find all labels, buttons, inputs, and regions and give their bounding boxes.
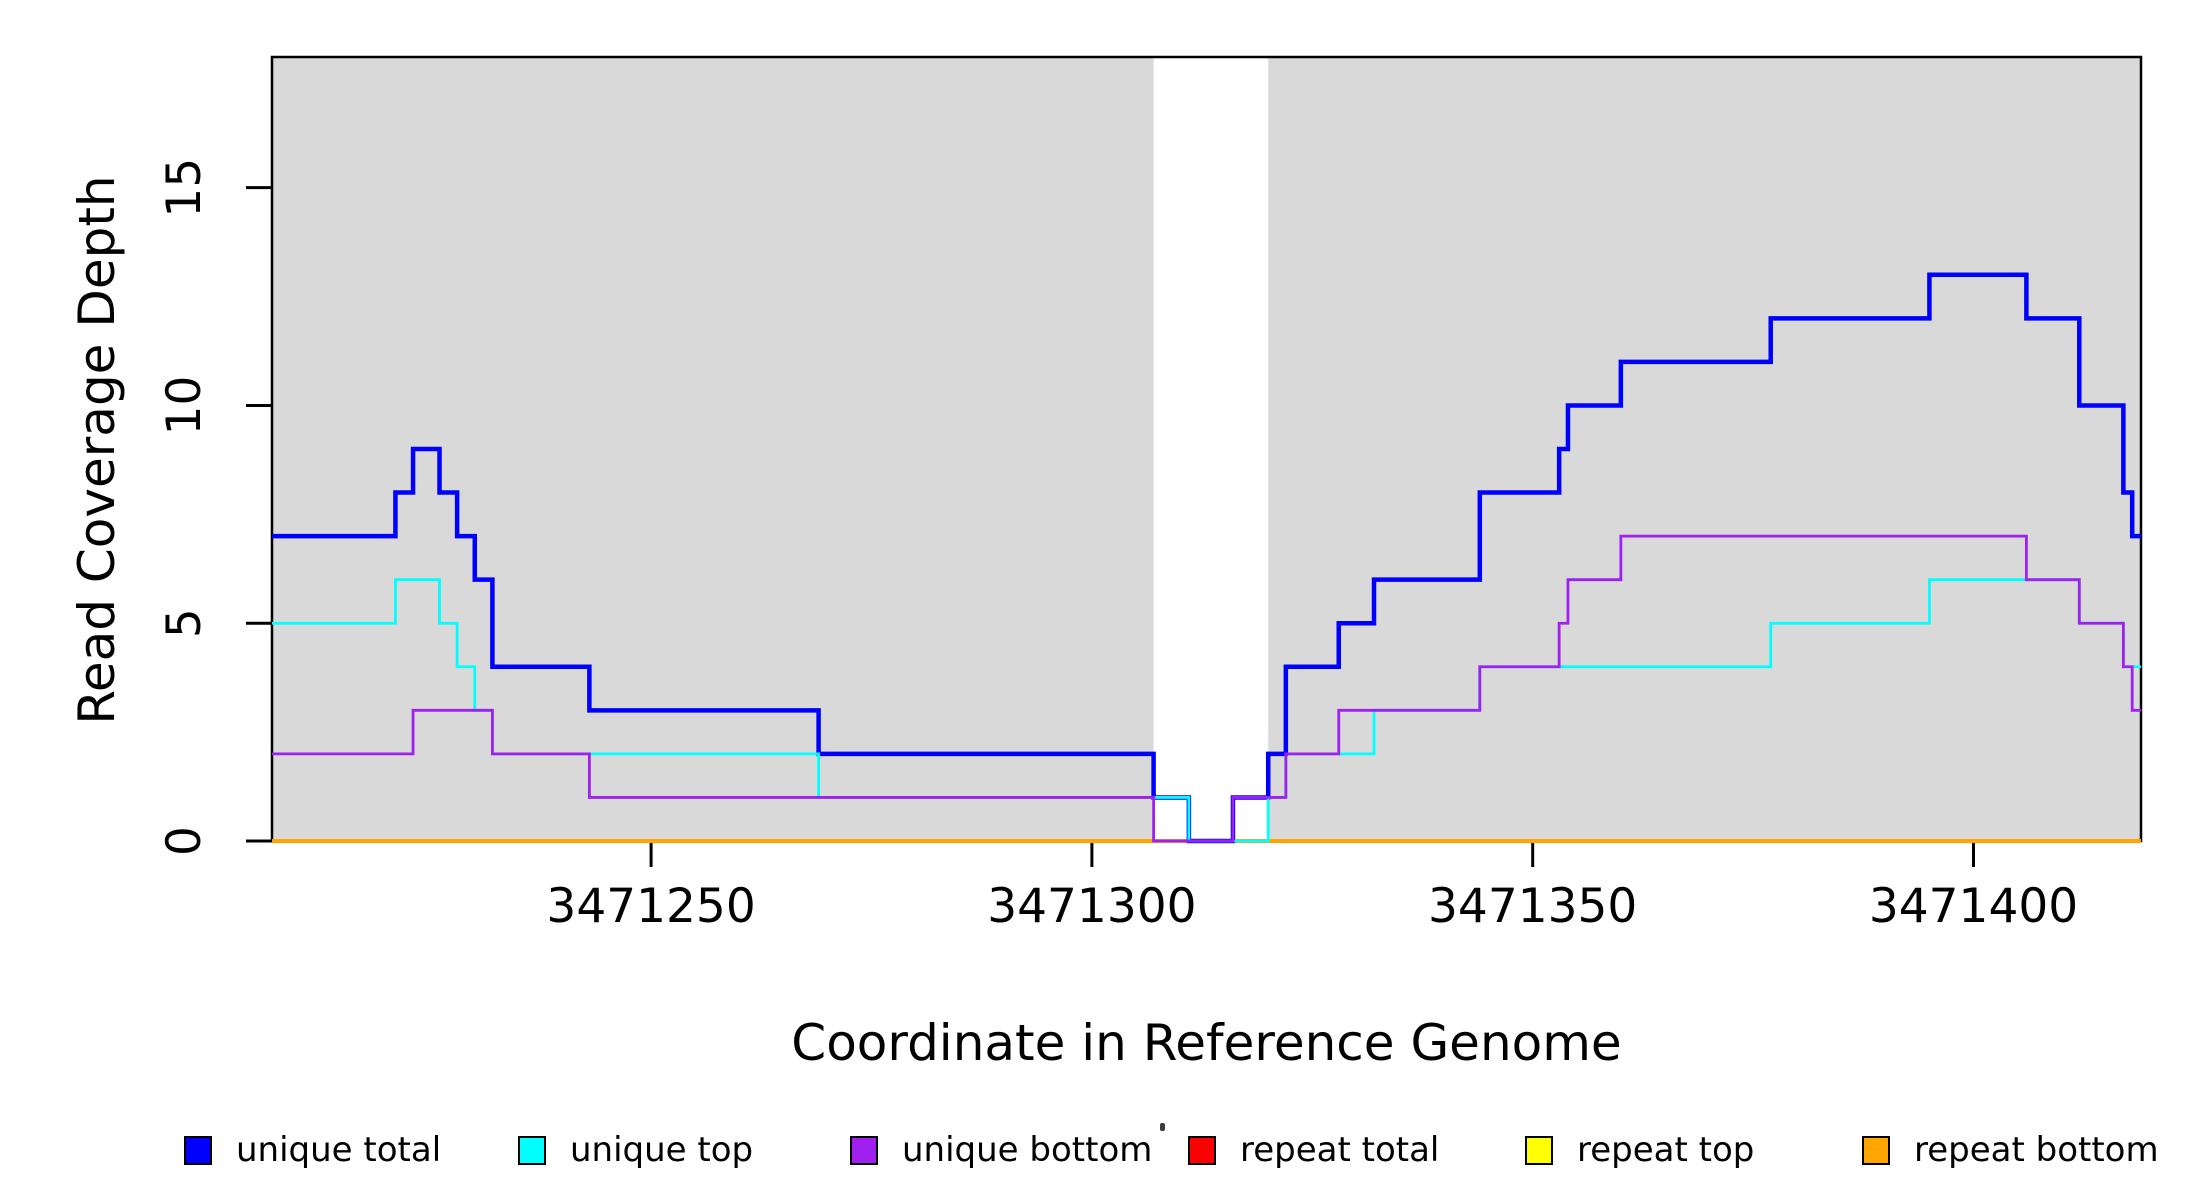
legend-item-repeat-total: repeat total (1188, 1130, 1439, 1170)
legend-label: unique top (570, 1130, 754, 1170)
legend-item-unique-top: unique top (518, 1130, 753, 1170)
stray-mark (1160, 1123, 1165, 1131)
y-axis-title: Read Coverage Depth (68, 175, 126, 725)
legend-item-repeat-top: repeat top (1525, 1130, 1754, 1170)
legend-item-unique-total: unique total (184, 1130, 441, 1170)
series-unique-top (272, 578, 2141, 843)
legend-label: repeat top (1577, 1130, 1755, 1170)
legend-swatch-unique-total (184, 1135, 212, 1165)
legend-swatch-unique-top (518, 1135, 546, 1165)
y-tick-label: 10 (157, 376, 212, 436)
legend-label: repeat total (1240, 1130, 1440, 1170)
shaded-region (272, 57, 1154, 841)
y-tick-label: 15 (157, 158, 212, 218)
legend-swatch-unique-bottom (850, 1135, 878, 1165)
legend-label: repeat bottom (1914, 1130, 2159, 1170)
legend-label: unique bottom (902, 1130, 1153, 1170)
x-tick-label: 3471300 (987, 879, 1196, 934)
legend-label: unique total (236, 1130, 442, 1170)
legend-item-unique-bottom: unique bottom (850, 1130, 1152, 1170)
y-tick-label: 5 (157, 608, 212, 638)
x-tick-label: 3471250 (546, 879, 755, 934)
legend-swatch-repeat-total (1188, 1135, 1216, 1165)
series-unique-bottom (272, 534, 2141, 843)
legend-swatch-repeat-bottom (1862, 1135, 1890, 1165)
x-axis-title: Coordinate in Reference Genome (791, 1014, 1622, 1072)
legend-swatch-repeat-top (1525, 1135, 1553, 1165)
shaded-region (1268, 57, 2141, 841)
y-tick-label: 0 (157, 826, 212, 856)
series-unique-total (272, 272, 2141, 844)
legend: unique total unique top unique bottom re… (0, 1130, 2200, 1174)
legend-item-repeat-bottom: repeat bottom (1862, 1130, 2159, 1170)
x-tick-label: 3471400 (1869, 879, 2078, 934)
x-tick-label: 3471350 (1428, 879, 1637, 934)
